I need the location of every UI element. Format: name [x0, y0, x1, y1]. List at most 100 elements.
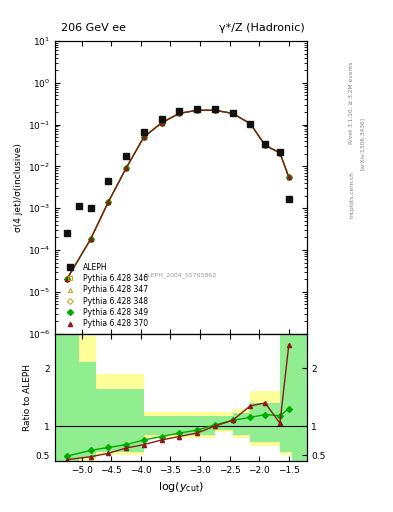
- Pythia 6.428 348: [277, 150, 282, 156]
- Line: Pythia 6.428 348: Pythia 6.428 348: [65, 108, 291, 281]
- Pythia 6.428 349: [64, 276, 69, 282]
- Pythia 6.428 370: [195, 107, 199, 113]
- ALEPH: [248, 121, 253, 127]
- Pythia 6.428 349: [124, 165, 129, 172]
- Line: Pythia 6.428 347: Pythia 6.428 347: [65, 108, 291, 281]
- Pythia 6.428 349: [230, 110, 235, 116]
- ALEPH: [195, 105, 199, 112]
- ALEPH: [124, 153, 129, 159]
- Pythia 6.428 370: [124, 165, 129, 172]
- Pythia 6.428 370: [141, 134, 146, 140]
- Pythia 6.428 349: [213, 107, 217, 113]
- Pythia 6.428 347: [286, 174, 291, 180]
- ALEPH: [230, 110, 235, 116]
- Pythia 6.428 370: [106, 199, 111, 205]
- Pythia 6.428 347: [159, 120, 164, 126]
- Pythia 6.428 346: [141, 134, 146, 140]
- Pythia 6.428 347: [177, 110, 182, 116]
- Pythia 6.428 370: [286, 174, 291, 180]
- Text: γ*/Z (Hadronic): γ*/Z (Hadronic): [219, 23, 305, 33]
- Pythia 6.428 348: [124, 165, 129, 172]
- Pythia 6.428 346: [263, 142, 268, 148]
- Pythia 6.428 346: [286, 174, 291, 180]
- Pythia 6.428 370: [88, 236, 93, 242]
- Pythia 6.428 370: [159, 120, 164, 126]
- Pythia 6.428 348: [141, 134, 146, 140]
- Pythia 6.428 348: [248, 121, 253, 127]
- Pythia 6.428 347: [64, 276, 69, 282]
- ALEPH: [159, 116, 164, 122]
- Pythia 6.428 348: [106, 199, 111, 205]
- Pythia 6.428 346: [64, 276, 69, 282]
- Pythia 6.428 349: [159, 120, 164, 126]
- Pythia 6.428 348: [286, 174, 291, 180]
- Line: Pythia 6.428 346: Pythia 6.428 346: [65, 108, 291, 281]
- ALEPH: [286, 196, 291, 202]
- ALEPH: [277, 149, 282, 155]
- Line: Pythia 6.428 370: Pythia 6.428 370: [65, 108, 291, 281]
- ALEPH: [213, 106, 217, 113]
- Pythia 6.428 347: [213, 107, 217, 113]
- Pythia 6.428 346: [213, 107, 217, 113]
- Pythia 6.428 346: [195, 107, 199, 113]
- Pythia 6.428 370: [213, 107, 217, 113]
- Pythia 6.428 348: [263, 142, 268, 148]
- Pythia 6.428 347: [230, 110, 235, 116]
- Y-axis label: σ(4 jet)/σ(inclusive): σ(4 jet)/σ(inclusive): [15, 143, 24, 232]
- Pythia 6.428 370: [263, 142, 268, 148]
- Pythia 6.428 347: [248, 121, 253, 127]
- Pythia 6.428 370: [277, 150, 282, 156]
- Text: Rivet 3.1.10, ≥ 3.2M events: Rivet 3.1.10, ≥ 3.2M events: [349, 61, 354, 144]
- Pythia 6.428 348: [88, 236, 93, 242]
- Pythia 6.428 348: [213, 107, 217, 113]
- Pythia 6.428 346: [159, 120, 164, 126]
- Text: [arXiv:1306.3436]: [arXiv:1306.3436]: [360, 117, 365, 170]
- Text: ALEPH_2004_S5765862: ALEPH_2004_S5765862: [144, 272, 217, 278]
- ALEPH: [106, 178, 111, 184]
- ALEPH: [64, 230, 69, 237]
- Pythia 6.428 370: [248, 121, 253, 127]
- ALEPH: [177, 108, 182, 114]
- Pythia 6.428 370: [64, 276, 69, 282]
- Pythia 6.428 348: [64, 276, 69, 282]
- Legend: ALEPH, Pythia 6.428 346, Pythia 6.428 347, Pythia 6.428 348, Pythia 6.428 349, P: ALEPH, Pythia 6.428 346, Pythia 6.428 34…: [59, 261, 149, 330]
- Pythia 6.428 346: [248, 121, 253, 127]
- Pythia 6.428 349: [248, 121, 253, 127]
- Pythia 6.428 347: [277, 150, 282, 156]
- Pythia 6.428 346: [106, 199, 111, 205]
- Text: mcplots.cern.ch: mcplots.cern.ch: [349, 171, 354, 218]
- Pythia 6.428 349: [286, 174, 291, 180]
- X-axis label: $\log(y_{\rm cut})$: $\log(y_{\rm cut})$: [158, 480, 204, 494]
- Pythia 6.428 349: [277, 150, 282, 156]
- Pythia 6.428 349: [195, 107, 199, 113]
- Pythia 6.428 346: [277, 150, 282, 156]
- Pythia 6.428 349: [88, 236, 93, 242]
- Pythia 6.428 347: [88, 236, 93, 242]
- Pythia 6.428 349: [106, 199, 111, 205]
- Pythia 6.428 349: [177, 110, 182, 116]
- Pythia 6.428 348: [177, 110, 182, 116]
- Pythia 6.428 370: [230, 110, 235, 116]
- Pythia 6.428 347: [195, 107, 199, 113]
- Pythia 6.428 348: [159, 120, 164, 126]
- Pythia 6.428 348: [230, 110, 235, 116]
- Pythia 6.428 346: [177, 110, 182, 116]
- Pythia 6.428 348: [195, 107, 199, 113]
- Pythia 6.428 370: [177, 110, 182, 116]
- Pythia 6.428 346: [230, 110, 235, 116]
- Pythia 6.428 347: [141, 134, 146, 140]
- Pythia 6.428 347: [263, 142, 268, 148]
- Pythia 6.428 346: [124, 165, 129, 172]
- Text: 206 GeV ee: 206 GeV ee: [61, 23, 126, 33]
- Pythia 6.428 349: [263, 142, 268, 148]
- Pythia 6.428 349: [141, 134, 146, 140]
- Pythia 6.428 346: [88, 236, 93, 242]
- Y-axis label: Ratio to ALEPH: Ratio to ALEPH: [23, 364, 31, 431]
- Pythia 6.428 347: [124, 165, 129, 172]
- ALEPH: [141, 130, 146, 136]
- ALEPH: [263, 141, 268, 147]
- Pythia 6.428 347: [106, 199, 111, 205]
- ALEPH: [88, 205, 93, 211]
- Line: Pythia 6.428 349: Pythia 6.428 349: [65, 108, 291, 281]
- Line: ALEPH: ALEPH: [64, 106, 292, 236]
